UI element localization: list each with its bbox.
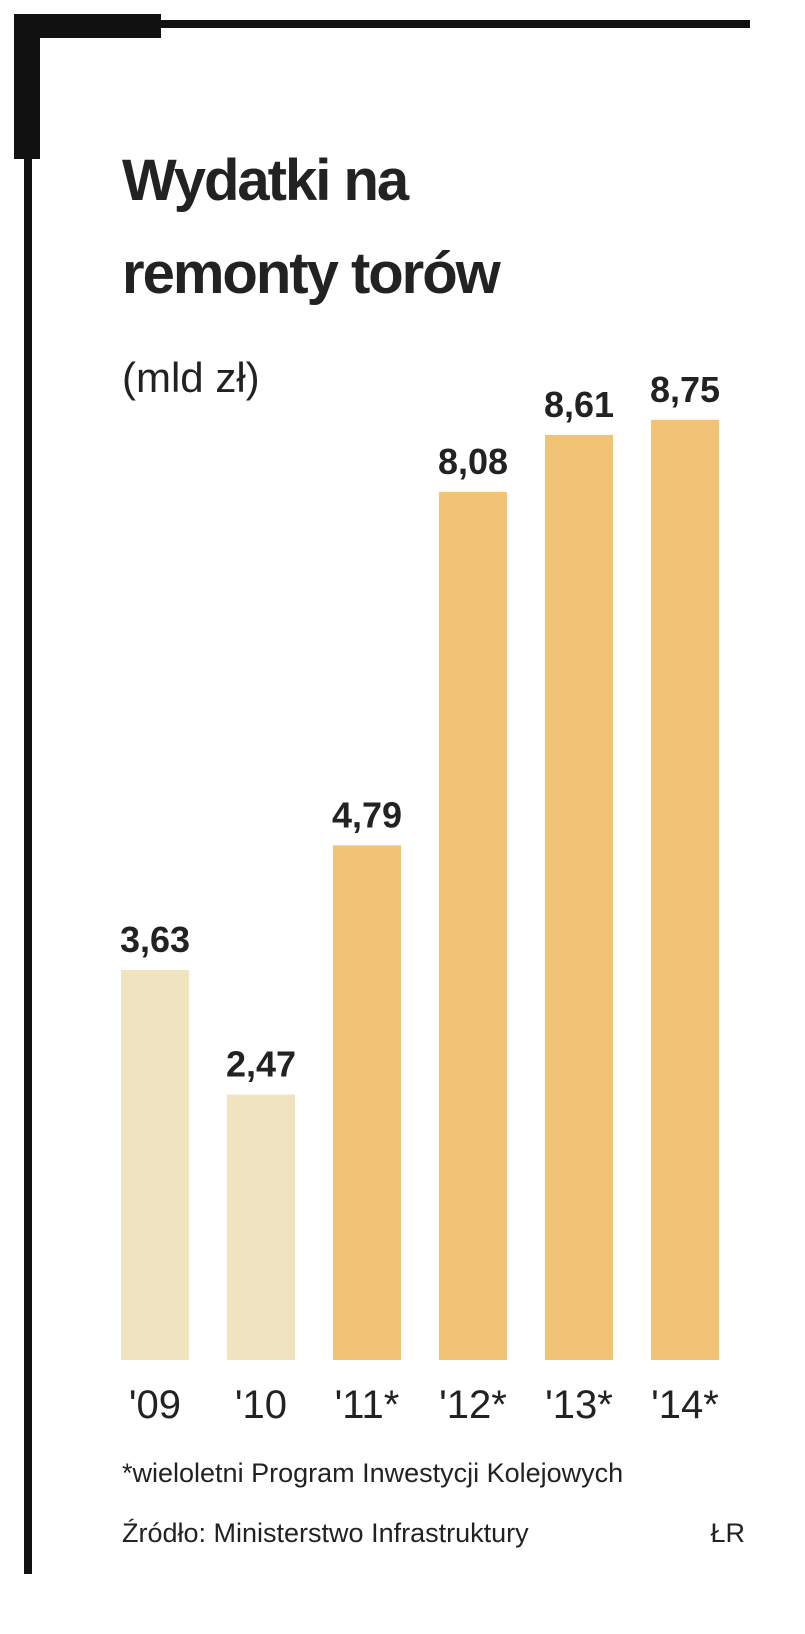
bar [439, 491, 507, 1360]
bar [333, 845, 401, 1360]
bar [545, 434, 613, 1360]
x-tick-label: '12* [439, 1383, 507, 1427]
chart-title: remonty torów [122, 241, 502, 306]
x-tick-label: '11* [335, 1383, 400, 1427]
bar [227, 1094, 295, 1360]
source: Źródło: Ministerstwo Infrastruktury [122, 1518, 529, 1548]
value-label: 2,47 [226, 1044, 296, 1085]
value-label: 3,63 [120, 919, 190, 960]
chart-subtitle: (mld zł) [122, 354, 260, 401]
credit: ŁR [710, 1518, 745, 1548]
chart-title: Wydatki na [122, 148, 410, 213]
x-tick-label: '10 [235, 1383, 287, 1427]
x-tick-label: '14* [651, 1383, 719, 1427]
footnote: *wieloletni Program Inwestycji Kolejowyc… [122, 1458, 623, 1488]
x-tick-label: '09 [129, 1383, 181, 1427]
bar [651, 419, 719, 1361]
value-label: 4,79 [332, 794, 402, 835]
bar [121, 969, 189, 1360]
frame-top [14, 20, 750, 28]
value-label: 8,75 [650, 369, 720, 410]
value-label: 8,61 [544, 384, 614, 425]
value-label: 8,08 [438, 441, 508, 482]
frame-left [24, 14, 32, 1574]
x-tick-label: '13* [545, 1383, 613, 1427]
